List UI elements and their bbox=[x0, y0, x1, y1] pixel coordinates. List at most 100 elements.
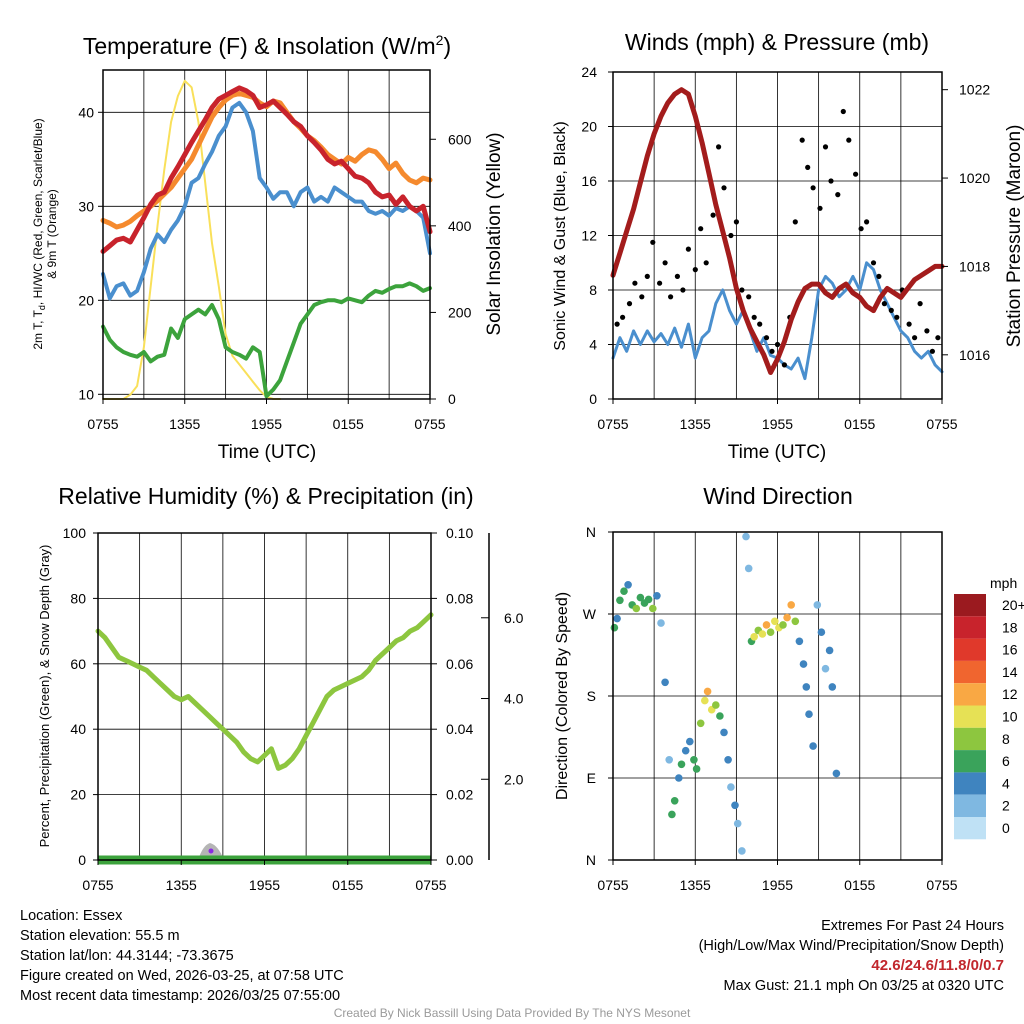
direction-ytick-label: E bbox=[587, 770, 596, 786]
direction-point bbox=[616, 596, 624, 605]
credit-line: Created By Nick Bassill Using Data Provi… bbox=[333, 1006, 691, 1020]
insolation-ytick-label: 600 bbox=[448, 131, 472, 147]
temperature-xtick-label: 0755 bbox=[414, 416, 445, 432]
legend-label: 10 bbox=[1002, 709, 1018, 725]
gust-point bbox=[632, 280, 638, 286]
direction-point bbox=[610, 623, 619, 632]
legend-swatch bbox=[954, 772, 986, 795]
humidity-xtick-label: 0755 bbox=[415, 877, 446, 893]
gust-point bbox=[680, 287, 686, 293]
winds-ytick-label: 0 bbox=[589, 391, 597, 407]
gust-point bbox=[840, 108, 846, 115]
humidity-title: Relative Humidity (%) & Precipitation (i… bbox=[58, 483, 473, 509]
precip-ytick-label: 0.02 bbox=[446, 787, 473, 803]
direction-point bbox=[670, 797, 679, 805]
humidity-ticks: 0 0.00 20 0.02 40 0.04 60 0.06 80 0.08 100 0.10 2.0 4… bbox=[63, 525, 524, 893]
direction-point bbox=[727, 783, 735, 791]
direction-point bbox=[636, 593, 645, 602]
precip-ytick-label: 0.10 bbox=[446, 525, 473, 541]
humidity-ytick-label: 80 bbox=[70, 590, 86, 606]
direction-point bbox=[632, 604, 641, 613]
legend-swatch bbox=[954, 705, 986, 728]
direction-title: Wind Direction bbox=[703, 483, 853, 509]
extremes-values: 42.6/24.6/11.8/0/0.7 bbox=[871, 957, 1004, 974]
winds-ylabel: Sonic Wind & Gust (Blue, Black) bbox=[552, 121, 569, 350]
legend-swatch bbox=[954, 727, 986, 751]
temperature-xlabel: Time (UTC) bbox=[218, 442, 317, 463]
gust-point bbox=[792, 219, 798, 225]
direction-point bbox=[649, 604, 657, 613]
winds-xtick-label: 0755 bbox=[597, 416, 628, 432]
winds-xtick-label: 0155 bbox=[844, 416, 875, 432]
direction-point bbox=[681, 746, 690, 755]
legend-label: 8 bbox=[1002, 731, 1010, 747]
winds-series bbox=[610, 87, 945, 381]
direction-xtick-label: 1355 bbox=[680, 877, 711, 893]
temperature-xtick-label: 1955 bbox=[251, 416, 282, 432]
gust-point bbox=[757, 321, 763, 327]
winds-ticks: 0 4 8 12 16 20 24 1016 1018 1020 1022 0755 1355 1955 0… bbox=[581, 64, 990, 432]
gust-point bbox=[763, 335, 770, 341]
insolation-line bbox=[102, 79, 282, 400]
humidity-xtick-label: 0755 bbox=[82, 877, 113, 893]
gust-point bbox=[864, 219, 870, 225]
winds-ytick-label: 12 bbox=[581, 228, 597, 244]
humidity-line bbox=[95, 612, 434, 771]
direction-point bbox=[668, 810, 676, 819]
gust-point bbox=[639, 294, 645, 300]
gust-point bbox=[894, 314, 900, 320]
gust-point bbox=[846, 137, 852, 143]
direction-point bbox=[832, 769, 841, 778]
winds-ytick-label: 24 bbox=[581, 64, 597, 80]
direction-xtick-label: 0755 bbox=[597, 877, 628, 893]
direction-point bbox=[771, 617, 779, 626]
gust-point bbox=[703, 260, 709, 266]
gust-point bbox=[917, 301, 923, 307]
gust-point bbox=[769, 348, 775, 354]
humidity-ytick-label: 0 bbox=[78, 852, 86, 868]
temperature-ylabel-line1: 2m T, Td, HI/WC (Red, Green, Scarlet/Blu… bbox=[31, 118, 47, 349]
precip-ytick-label: 0.06 bbox=[446, 656, 473, 672]
direction-point bbox=[720, 728, 728, 737]
direction-point bbox=[828, 683, 837, 691]
direction-xtick-label: 1955 bbox=[762, 877, 793, 893]
legend-swatch bbox=[954, 638, 986, 661]
temperature-xtick-label: 1355 bbox=[169, 416, 200, 432]
direction-point bbox=[686, 737, 694, 746]
legend-label: 18 bbox=[1002, 619, 1018, 635]
legend-label: 4 bbox=[1002, 775, 1010, 791]
direction-ytick-label: W bbox=[583, 606, 597, 622]
direction-point bbox=[809, 742, 817, 750]
gust-point bbox=[698, 226, 704, 232]
direction-ytick-label: N bbox=[586, 852, 596, 868]
gust-point bbox=[657, 280, 663, 286]
insolation-ytick-label: 0 bbox=[448, 391, 456, 407]
gust-point bbox=[828, 178, 834, 184]
direction-point bbox=[665, 756, 673, 764]
winds-ytick-label: 4 bbox=[589, 337, 597, 353]
winds-ytick-label: 16 bbox=[581, 173, 597, 189]
winds-y2label: Station Pressure (Maroon) bbox=[1004, 125, 1024, 348]
legend-swatch bbox=[954, 817, 986, 840]
wind-chill-line bbox=[101, 100, 432, 301]
direction-xtick-label: 0155 bbox=[844, 877, 875, 893]
gust-point bbox=[810, 185, 816, 191]
gust-point bbox=[888, 307, 894, 313]
humidity-xtick-label: 1955 bbox=[249, 877, 280, 893]
gust-point bbox=[614, 321, 620, 327]
direction-point bbox=[805, 710, 813, 718]
gust-point bbox=[774, 341, 781, 348]
direction-point bbox=[724, 756, 732, 764]
humidity-gridlines bbox=[98, 532, 431, 861]
insolation-ytick-label: 200 bbox=[448, 304, 472, 320]
direction-ylabel: Direction (Colored By Speed) bbox=[554, 592, 571, 800]
precip-ytick-label: 0.00 bbox=[446, 852, 473, 868]
station-latlon: Station lat/lon: 44.3144; -73.3675 bbox=[20, 948, 234, 964]
winds-xtick-label: 1355 bbox=[680, 416, 711, 432]
direction-point bbox=[692, 765, 701, 773]
gust-point bbox=[858, 226, 864, 232]
humidity-panel: Relative Humidity (%) & Precipitation (i… bbox=[37, 483, 524, 893]
temperature-ytick-label: 10 bbox=[78, 386, 94, 402]
direction-point bbox=[690, 756, 698, 764]
